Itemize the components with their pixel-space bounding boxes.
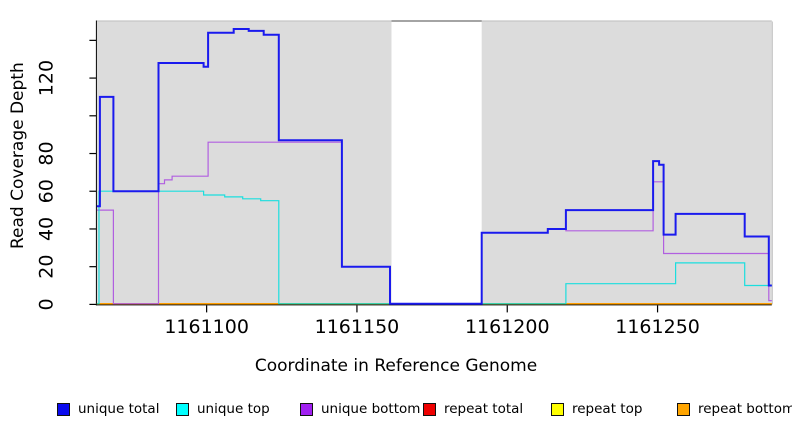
repeat-bottom-swatch xyxy=(677,402,690,416)
x-tick-label: 1161150 xyxy=(315,316,400,338)
x-tick-label: 1161250 xyxy=(615,316,700,338)
y-tick-label: 0 xyxy=(36,298,58,310)
legend-label: repeat total xyxy=(444,401,524,417)
legend-item-repeat-bottom: repeat bottom xyxy=(677,401,792,417)
x-tick-label: 1161100 xyxy=(164,316,249,338)
unique-bottom-swatch xyxy=(300,402,313,416)
y-tick-label: 120 xyxy=(36,60,58,96)
legend-label: repeat top xyxy=(572,401,643,417)
legend-label: repeat bottom xyxy=(698,401,792,417)
x-axis-title: Coordinate in Reference Genome xyxy=(254,356,538,376)
y-tick-label: 80 xyxy=(36,141,58,165)
y-tick-label: 40 xyxy=(36,217,58,241)
legend-label: unique top xyxy=(197,401,270,417)
unique-total-swatch xyxy=(57,402,70,416)
legend-item-repeat-top: repeat top xyxy=(551,401,642,417)
panel-shading xyxy=(96,21,392,305)
repeat-top-swatch xyxy=(551,402,564,416)
legend-item-unique-bottom: unique bottom xyxy=(300,401,420,417)
y-tick-label: 60 xyxy=(36,179,58,203)
unique-top-swatch xyxy=(176,402,189,416)
legend-item-unique-total: unique total xyxy=(57,401,159,417)
y-tick-label: 20 xyxy=(36,255,58,279)
repeat-total-swatch xyxy=(423,402,436,416)
legend-label: unique total xyxy=(78,401,160,417)
legend-item-repeat-total: repeat total xyxy=(423,401,523,417)
series-unique-top xyxy=(96,190,772,305)
panel-shading xyxy=(481,21,772,305)
x-tick-label: 1161200 xyxy=(465,316,550,338)
series-unique-total xyxy=(96,28,772,305)
legend-item-unique-top: unique top xyxy=(176,401,270,417)
y-axis-title: Read Coverage Depth xyxy=(8,62,28,249)
legend-label: unique bottom xyxy=(321,401,421,417)
